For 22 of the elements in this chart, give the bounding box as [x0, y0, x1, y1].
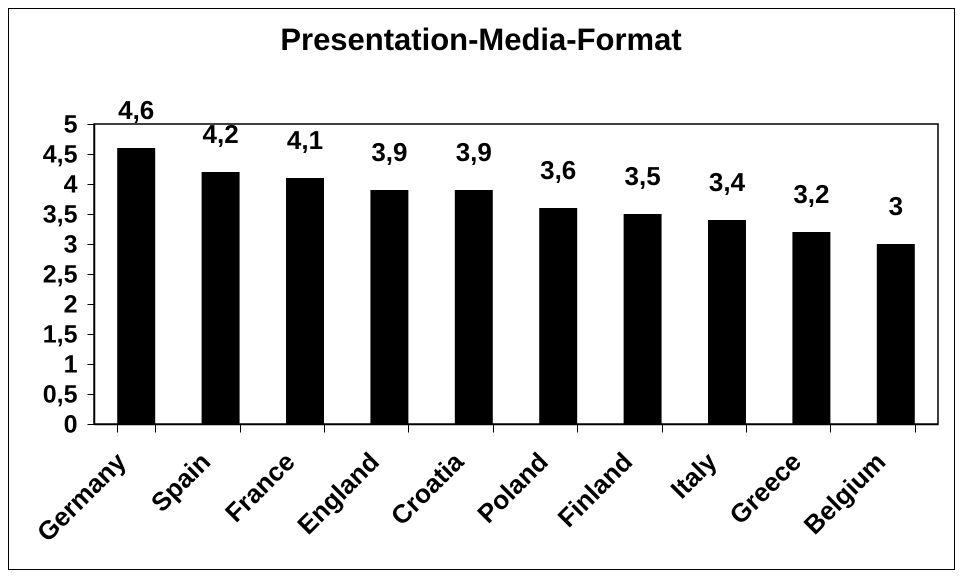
data-label: 3 [888, 191, 904, 221]
y-tick-label: 2,5 [42, 260, 78, 288]
data-label: 3,9 [456, 137, 492, 167]
y-tick-label: 4 [64, 170, 78, 198]
y-tick-label: 2 [64, 290, 78, 318]
y-tick-label: 5 [64, 110, 78, 138]
y-tick-label: 3 [64, 230, 78, 258]
chart-title: Presentation-Media-Format [280, 22, 682, 57]
y-tick-label: 0 [64, 410, 78, 438]
y-tick-label: 4,5 [42, 140, 78, 168]
data-label: 4,1 [286, 125, 324, 155]
data-label: 3,5 [624, 161, 661, 191]
y-tick-label: 1 [64, 350, 78, 378]
y-tick-label: 1,5 [42, 320, 78, 348]
data-label: 3,2 [793, 179, 830, 209]
y-tick-label: 3,5 [42, 200, 78, 228]
data-label: 3,4 [708, 167, 746, 197]
data-label: 3,9 [371, 137, 408, 167]
data-label: 4,6 [118, 95, 154, 125]
data-label: 3,6 [540, 155, 576, 185]
data-label: 4,2 [202, 119, 239, 149]
y-tick-label: 0,5 [42, 380, 78, 408]
